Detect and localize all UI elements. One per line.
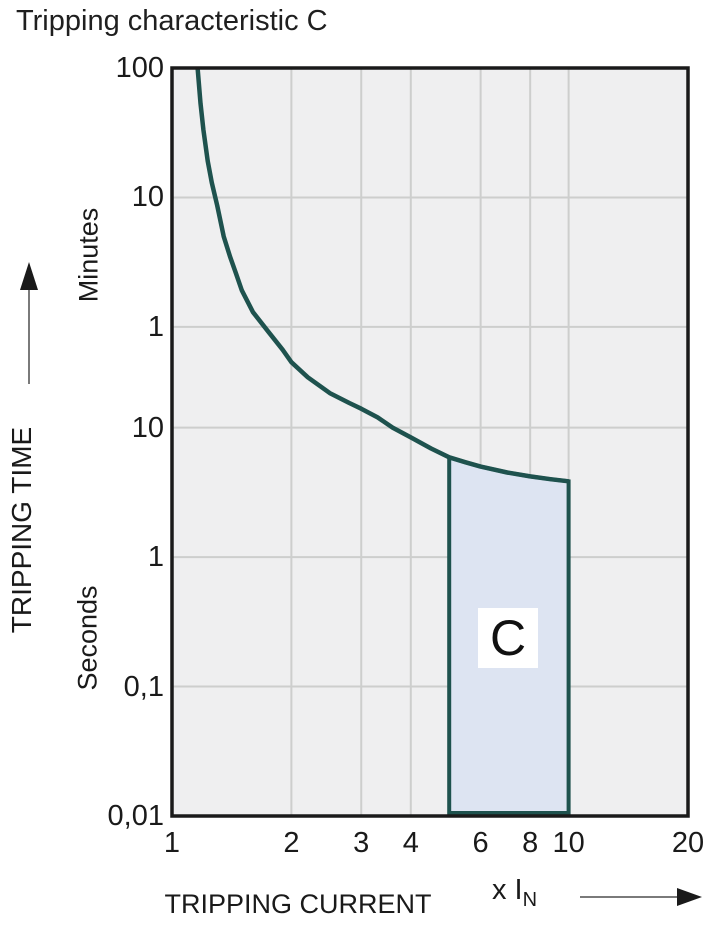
- tripping-characteristic-chart: Tripping characteristic C Minutes Second…: [0, 0, 720, 928]
- y-tick-label-seconds-0,01: 0,01: [108, 801, 164, 831]
- region-c-label: C: [478, 608, 538, 668]
- y-tick-label-minutes-100: 100: [116, 53, 164, 83]
- x-axis-unit: x IN: [492, 874, 537, 907]
- y-tick-label-minutes-1: 1: [148, 312, 164, 342]
- x-axis-unit-prefix: x I: [492, 874, 523, 906]
- x-tick-label-1: 1: [164, 828, 180, 858]
- x-tick-label-2: 2: [283, 828, 299, 858]
- y-tick-label-seconds-1: 1: [148, 542, 164, 572]
- y-tick-label-minutes-10: 10: [132, 182, 164, 212]
- y-unit-seconds-label: Seconds: [73, 585, 104, 690]
- x-tick-label-8: 8: [522, 828, 538, 858]
- plot-background: [172, 68, 688, 816]
- x-axis-title: TRIPPING CURRENT: [157, 889, 439, 920]
- x-tick-label-6: 6: [473, 828, 489, 858]
- y-tick-label-seconds-0,1: 0,1: [124, 672, 164, 702]
- up-arrow-icon: [17, 260, 41, 386]
- y-tick-label-seconds-10: 10: [132, 413, 164, 443]
- y-axis-title: TRIPPING TIME: [6, 427, 38, 633]
- x-tick-label-4: 4: [403, 828, 419, 858]
- x-tick-label-20: 20: [672, 828, 704, 858]
- x-axis-unit-subscript: N: [523, 889, 537, 911]
- plot-area: [0, 0, 720, 928]
- y-unit-minutes-label: Minutes: [74, 208, 105, 303]
- x-tick-label-10: 10: [552, 828, 584, 858]
- right-arrow-icon: [575, 887, 705, 907]
- x-tick-label-3: 3: [353, 828, 369, 858]
